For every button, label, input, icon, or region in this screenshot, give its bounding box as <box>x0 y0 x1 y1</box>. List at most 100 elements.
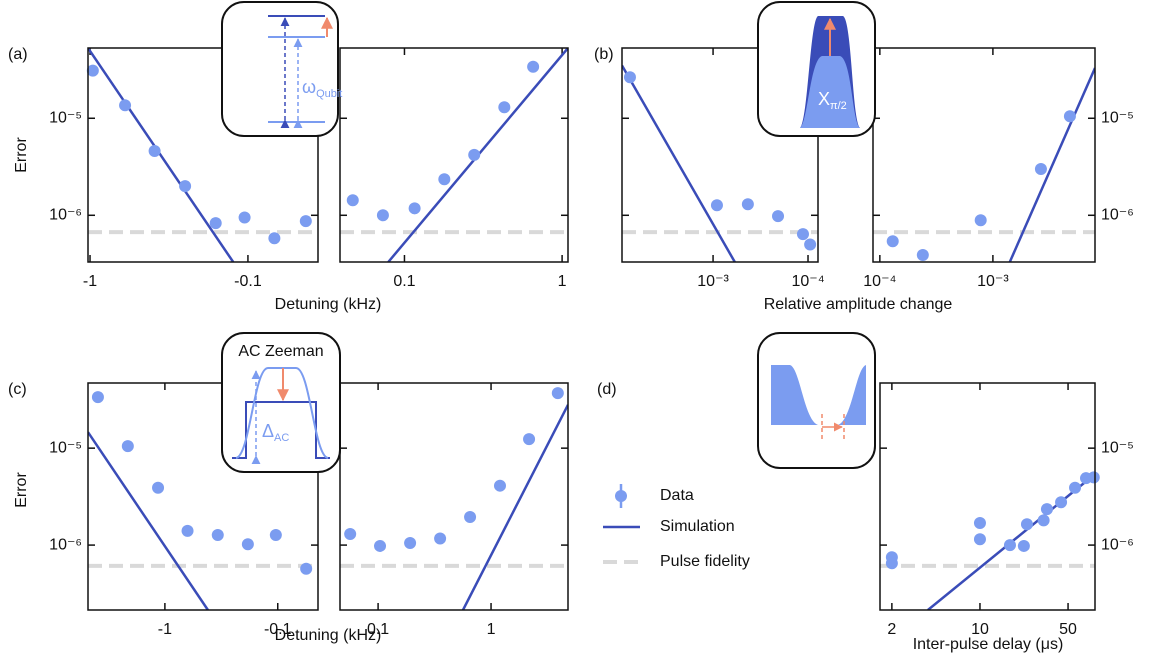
data-point <box>344 528 357 541</box>
inset-d <box>757 332 876 469</box>
x-tick-label: 1 <box>558 273 567 290</box>
data-point <box>885 557 898 570</box>
data-point <box>299 215 312 228</box>
data-point <box>91 391 104 404</box>
data-point <box>1069 481 1082 494</box>
data-point <box>1055 496 1068 509</box>
inset-label: ωQubit <box>302 77 342 100</box>
data-point <box>1017 539 1030 552</box>
legend: Data Simulation Pulse fidelity <box>603 484 750 570</box>
data-point <box>209 217 222 230</box>
y-tick-label: 10⁻⁶ <box>1101 536 1134 553</box>
data-point <box>710 199 723 212</box>
x-tick-label: 10⁻⁴ <box>863 273 896 290</box>
x-tick-label: 10⁻⁴ <box>791 273 824 290</box>
subscript: π/2 <box>830 100 847 112</box>
data-point <box>86 64 99 77</box>
y-axis-label: Error <box>13 472 30 508</box>
legend-swatch <box>615 490 627 502</box>
y-tick-label: 10⁻⁶ <box>49 536 82 553</box>
data-point <box>1034 162 1047 175</box>
data-point <box>241 538 254 551</box>
subplot: 10⁻⁶ 10⁻⁵ 10⁻⁴ 10⁻³ <box>863 47 1134 290</box>
pulse <box>800 56 860 128</box>
inset-c: AC Zeeman ΔAC <box>221 332 341 473</box>
data-point <box>300 562 313 575</box>
data-point <box>741 198 754 211</box>
x-axis-label: Relative amplitude change <box>764 296 953 313</box>
data-point <box>973 517 986 530</box>
data-point <box>119 99 132 112</box>
data-point <box>1020 518 1033 531</box>
symbol: X <box>818 89 830 109</box>
subplot: 10⁻⁶ 10⁻⁵ -1 -0.1 <box>49 382 319 638</box>
data-point <box>121 440 134 453</box>
x-tick-label: 0.1 <box>393 273 415 290</box>
axes-frame <box>87 382 319 611</box>
data-point <box>238 211 251 224</box>
data-point <box>523 433 536 446</box>
data-point <box>269 529 282 542</box>
x-tick-label: 10 <box>971 621 989 638</box>
data-point <box>498 101 511 114</box>
simulation-line <box>88 431 209 610</box>
simulation-line <box>461 404 568 610</box>
y-axis-label: Error <box>13 137 30 173</box>
y-tick-label: 10⁻⁵ <box>49 109 82 126</box>
data-point <box>404 537 417 550</box>
panel-label: (d) <box>597 381 617 398</box>
x-tick-label: 1 <box>487 621 496 638</box>
data-point <box>179 180 192 193</box>
data-point <box>974 214 987 227</box>
x-tick-label: 10⁻³ <box>977 273 1009 290</box>
axes-frame <box>621 47 819 263</box>
data-point <box>408 202 421 215</box>
data-point <box>796 228 809 241</box>
y-tick-label: 10⁻⁵ <box>49 439 82 456</box>
data-point <box>1037 514 1050 527</box>
symbol: Δ <box>262 421 274 441</box>
panel-label: (c) <box>8 381 27 398</box>
x-axis-label: Detuning (kHz) <box>275 296 382 313</box>
data-point <box>1063 110 1076 123</box>
data-point <box>551 387 564 400</box>
data-point <box>268 232 281 245</box>
legend-label: Pulse fidelity <box>660 553 750 570</box>
panel-label: (b) <box>594 46 614 63</box>
axes-frame <box>339 47 569 263</box>
data-point <box>376 209 389 222</box>
y-tick-label: 10⁻⁵ <box>1101 109 1134 126</box>
x-tick-label: -1 <box>83 273 97 290</box>
data-point <box>1003 539 1016 552</box>
inset-label: Xπ/2 <box>818 89 847 112</box>
x-tick-label: -0.1 <box>264 621 292 638</box>
data-point <box>804 238 817 251</box>
data-point <box>211 529 224 542</box>
symbol: ω <box>302 77 316 97</box>
subplot: 0.1 1 <box>339 47 569 290</box>
inset-a: ωQubit <box>221 1 342 137</box>
subplot: 10⁻⁶ 10⁻⁵ 2 10 50 <box>879 382 1134 638</box>
legend-label: Data <box>660 487 694 504</box>
subscript: AC <box>274 432 289 444</box>
pulse <box>771 365 818 425</box>
data-point <box>438 173 451 186</box>
pulse <box>232 401 330 459</box>
axes-frame <box>87 47 319 263</box>
y-tick-label: 10⁻⁶ <box>49 207 82 224</box>
axes-frame <box>879 382 1096 611</box>
x-tick-label: 10⁻³ <box>697 273 729 290</box>
panel-label: (a) <box>8 46 28 63</box>
subscript: Qubit <box>316 88 342 100</box>
x-tick-label: -1 <box>158 621 172 638</box>
data-point <box>434 532 447 545</box>
x-tick-label: 50 <box>1059 621 1077 638</box>
inset-b: Xπ/2 <box>757 1 876 137</box>
data-point <box>916 248 929 261</box>
x-axis-label: Inter-pulse delay (μs) <box>913 636 1064 653</box>
data-point <box>464 510 477 523</box>
data-point <box>181 524 194 537</box>
data-point <box>973 533 986 546</box>
